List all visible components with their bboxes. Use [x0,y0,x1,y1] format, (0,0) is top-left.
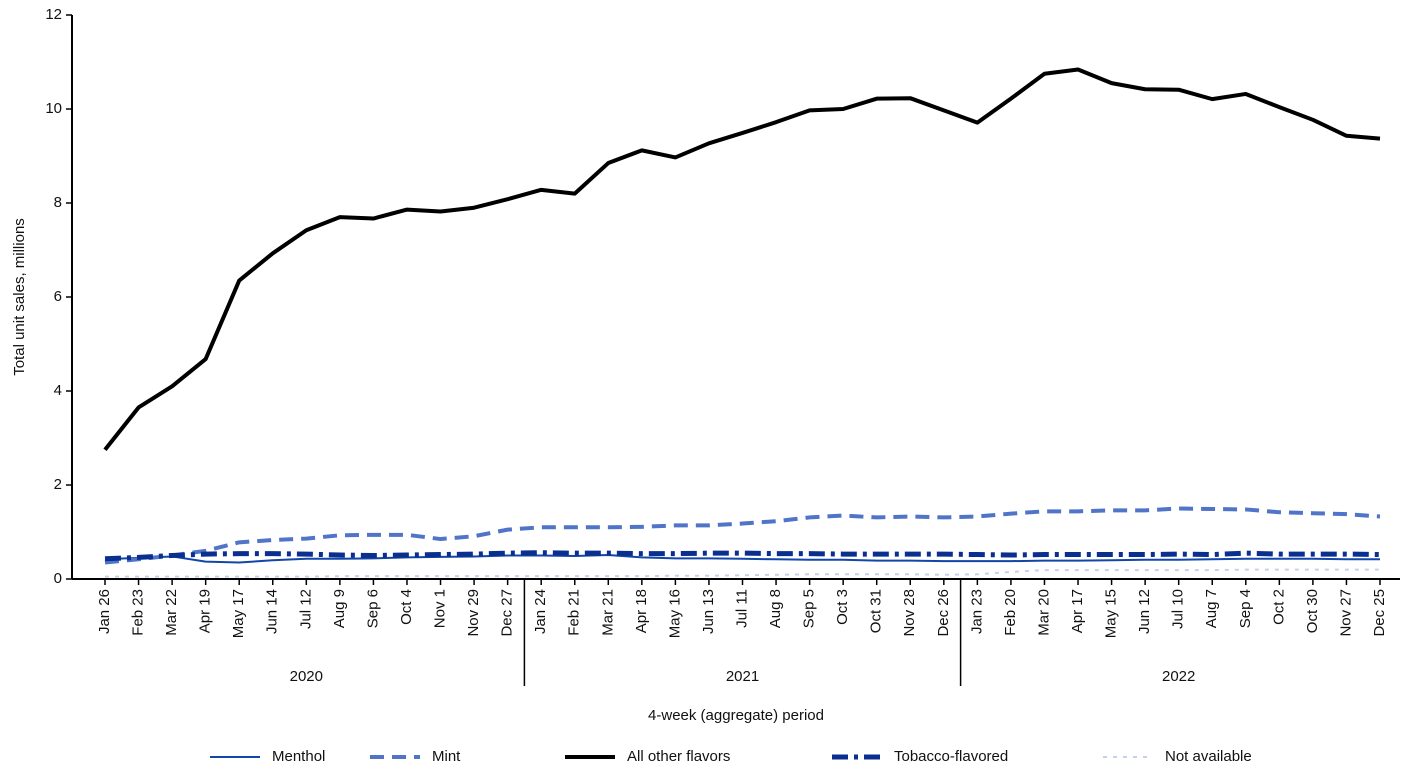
x-tick-label: Feb 20 [1002,589,1019,636]
x-tick-label: Apr 18 [633,589,650,633]
x-tick-label: Jan 26 [96,589,113,634]
x-tick-label: Jul 11 [733,589,750,628]
legend-label: Mint [432,748,461,765]
x-tick-label: Oct 31 [868,589,885,633]
x-tick-label: May 15 [1103,589,1120,638]
y-tick-label: 2 [54,476,62,493]
x-tick-label: Jan 24 [532,589,549,634]
x-tick-label: Mar 20 [1035,589,1052,636]
x-tick-label: Sep 5 [801,589,818,628]
x-tick-label: Nov 1 [431,589,448,628]
x-tick-label: May 17 [230,589,247,638]
x-tick-label: Mar 21 [599,589,616,636]
legend-label: Menthol [272,748,325,765]
x-tick-label: Jul 10 [1170,589,1187,629]
year-label: 2021 [726,668,759,685]
x-tick-label: Jun 14 [264,589,281,634]
x-tick-label: Nov 27 [1337,589,1354,637]
series-line [104,506,1381,565]
series-line [103,67,1381,451]
x-tick-label: Feb 21 [566,589,583,636]
x-tick-label: Apr 17 [1069,589,1086,633]
x-tick-label: Dec 25 [1371,589,1388,637]
x-tick-label: May 16 [666,589,683,638]
legend-label: Tobacco-flavored [894,748,1008,765]
series-line [104,554,1380,564]
y-tick-label: 10 [45,100,62,117]
legend-label: All other flavors [627,748,730,765]
x-tick-label: Sep 6 [364,589,381,628]
x-tick-label: Jun 12 [1136,589,1153,634]
x-tick-label: Aug 8 [767,589,784,628]
x-tick-label: Jan 23 [968,589,985,634]
x-tick-label: Feb 23 [130,589,147,636]
x-tick-label: Oct 2 [1270,589,1287,625]
x-tick-label: Dec 26 [935,589,952,637]
year-label: 2020 [290,668,323,685]
x-tick-label: Nov 28 [901,589,918,637]
y-axis-title: Total unit sales, millions [11,218,28,376]
x-tick-label: Oct 3 [834,589,851,625]
x-tick-label: Jun 13 [700,589,717,634]
x-tick-label: Oct 30 [1304,589,1321,633]
x-tick-label: Nov 29 [465,589,482,637]
x-tick-label: Apr 19 [197,589,214,633]
x-tick-label: Aug 9 [331,589,348,628]
series-line [105,568,1380,578]
year-label: 2022 [1162,668,1195,685]
y-tick-label: 8 [54,194,62,211]
y-tick-label: 4 [54,382,62,399]
x-tick-label: Oct 4 [398,589,415,625]
x-tick-label: Mar 22 [163,589,180,636]
legend-label: Not available [1165,748,1252,765]
x-tick-label: Jul 12 [297,589,314,629]
series-line [104,550,1381,562]
x-tick-label: Dec 27 [499,589,516,637]
y-tick-label: 0 [54,570,62,587]
y-tick-label: 12 [45,6,62,23]
y-tick-label: 6 [54,288,62,305]
x-tick-label: Aug 7 [1203,589,1220,628]
x-tick-label: Sep 4 [1237,589,1254,628]
x-axis-title: 4-week (aggregate) period [648,707,824,724]
